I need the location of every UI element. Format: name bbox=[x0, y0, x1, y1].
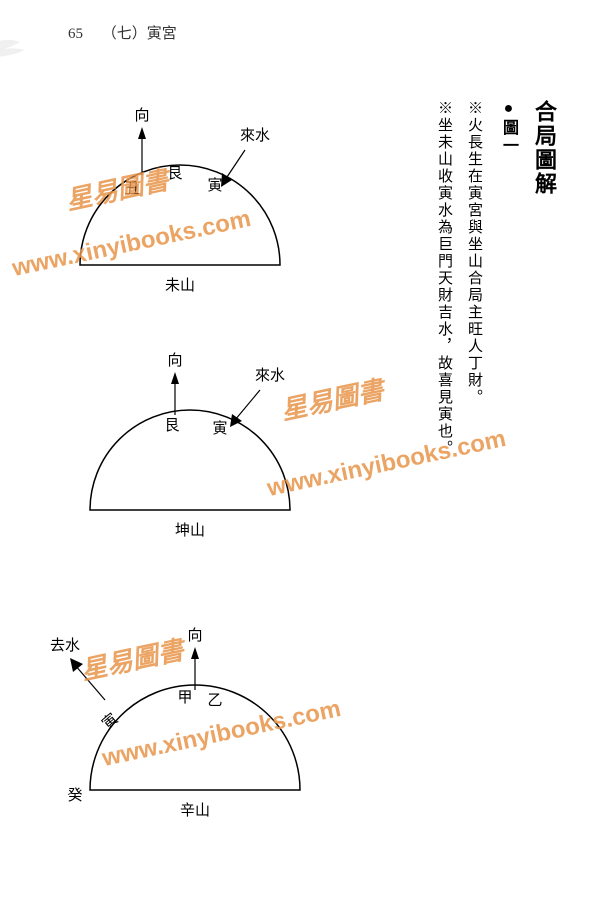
subtitle: ●圖一 bbox=[496, 100, 520, 155]
d3-arc-mid-top: 甲 bbox=[177, 690, 192, 706]
d1-arc-right: 寅 bbox=[207, 177, 222, 194]
d3-arc-far-left: 寅 bbox=[99, 710, 121, 733]
note-line-1: ※火長生在寅宮與坐山合局主旺人丁財。 bbox=[464, 100, 485, 406]
d3-top-left-outer: 去水 bbox=[50, 637, 80, 654]
page-header: 65 （七）寅宮 bbox=[68, 22, 177, 43]
d2-top-right: 來水 bbox=[255, 367, 285, 384]
d2-top-left: 向 bbox=[167, 352, 182, 369]
chapter-title: （七）寅宮 bbox=[102, 26, 177, 42]
page-number: 65 bbox=[68, 26, 83, 42]
d1-arc-mid: 艮 bbox=[167, 165, 182, 182]
d3-bottom: 辛山 bbox=[180, 802, 210, 819]
d3-top-mid: 向 bbox=[187, 627, 202, 644]
leaf-decoration bbox=[0, 30, 40, 60]
d1-top-left: 向 bbox=[134, 107, 149, 124]
d2-arc-left: 艮 bbox=[164, 417, 179, 434]
d1-bottom: 未山 bbox=[165, 277, 195, 294]
d2-bottom: 坤山 bbox=[175, 522, 205, 539]
d2-arc-right: 寅 bbox=[212, 420, 227, 437]
d3-arc-mid-right: 乙 bbox=[207, 693, 222, 709]
note-line-2: ※坐未山收寅水為巨門天財吉水，故喜見寅也。 bbox=[434, 100, 455, 457]
diagram-2: 向 來水 艮 寅 坤山 bbox=[60, 340, 320, 550]
d1-top-right: 來水 bbox=[240, 127, 270, 144]
main-title: 合局圖解 bbox=[528, 100, 560, 196]
d3-far-left: 癸 bbox=[67, 787, 82, 804]
